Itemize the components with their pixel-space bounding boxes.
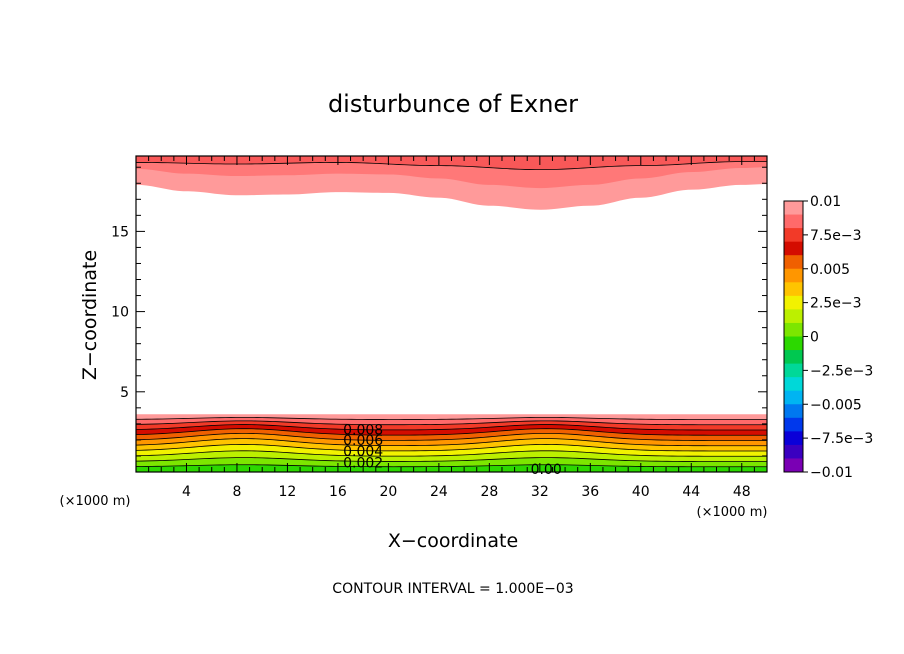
colorbar-swatch [784,214,803,229]
contour-interval-note: CONTOUR INTERVAL = 1.000E−03 [332,581,573,597]
colorbar-swatch [784,390,803,405]
x-tick-label: 48 [733,484,751,500]
colorbar-swatch [784,295,803,310]
colorbar-swatch [784,322,803,337]
chart-title: disturbunce of Exner [328,90,578,118]
contour-label: 0.006 [343,433,383,449]
contour-line [135,420,767,426]
x-axis-ticks: 4 8 12 16 20 24 28 32 36 40 44 48 [135,156,768,500]
contour-line [135,438,767,447]
colorbar-swatch [784,241,803,256]
colorbar-swatch [784,431,803,446]
y-axis-label: Z−coordinate [79,250,101,380]
x-tick-label: 24 [430,484,448,500]
colorbar: 0.01 7.5e−3 0.005 2.5e−3 0 −2.5e−3 −0.005 −7.5e… [783,194,873,481]
colorbar-label: −0.01 [810,465,853,481]
colorbar-label: −0.005 [810,397,862,413]
contour-line [135,428,767,436]
colorbar-swatch [784,268,803,283]
y-tick-label: 5 [120,385,129,401]
colorbar-swatch [784,282,803,297]
x-axis-label: X−coordinate [388,530,518,552]
x-tick-label: 36 [581,484,599,500]
x-tick-label: 4 [182,484,191,500]
colorbar-swatch [784,417,803,432]
contour-line [135,450,767,457]
contour-line [135,424,767,431]
colorbar-swatch [784,377,803,392]
x-tick-label: 32 [531,484,549,500]
x-tick-label: 12 [279,484,297,500]
colorbar-label: 0.005 [810,262,850,278]
colorbar-label: 7.5e−3 [810,228,862,244]
contour-line [135,161,767,171]
colorbar-swatch [784,404,803,419]
x-tick-label: 40 [632,484,650,500]
contour-label: 0.002 [343,455,383,471]
contour-line [135,444,767,452]
x-tick-label: 28 [480,484,498,500]
x-unit-label-right: (×1000 m) [697,505,768,520]
contour-line [135,417,767,420]
x-tick-label: 8 [232,484,241,500]
colorbar-swatch [784,350,803,365]
colorbar-label: 0.01 [810,194,841,210]
colorbar-swatch [784,228,803,243]
y-axis-ticks: 5 10 15 [111,166,767,457]
x-tick-label: 20 [379,484,397,500]
colorbar-label: −2.5e−3 [810,363,873,379]
colorbar-swatch [784,309,803,324]
contour-label: 0.004 [343,444,383,460]
contour-lines [135,161,767,468]
colorbar-label: 0 [810,330,819,346]
colorbar-swatch [784,458,803,473]
colorbar-swatch [784,363,803,378]
y-tick-label: 15 [111,224,129,240]
contour-line [135,457,767,462]
contour-label: 0.00 [531,462,562,478]
colorbar-swatch [784,255,803,270]
colorbar-label: −7.5e−3 [810,431,873,447]
contour-label: 0.008 [343,422,383,438]
x-tick-label: 16 [329,484,347,500]
colorbar-swatch [784,201,803,216]
contour-line [135,464,767,468]
colorbar-swatch [784,336,803,351]
colorbar-label: 2.5e−3 [810,296,862,312]
x-tick-label: 44 [682,484,700,500]
x-unit-label-left: (×1000 m) [60,494,131,509]
y-tick-label: 10 [111,305,129,321]
contour-line [135,432,767,441]
colorbar-swatch [784,444,803,459]
